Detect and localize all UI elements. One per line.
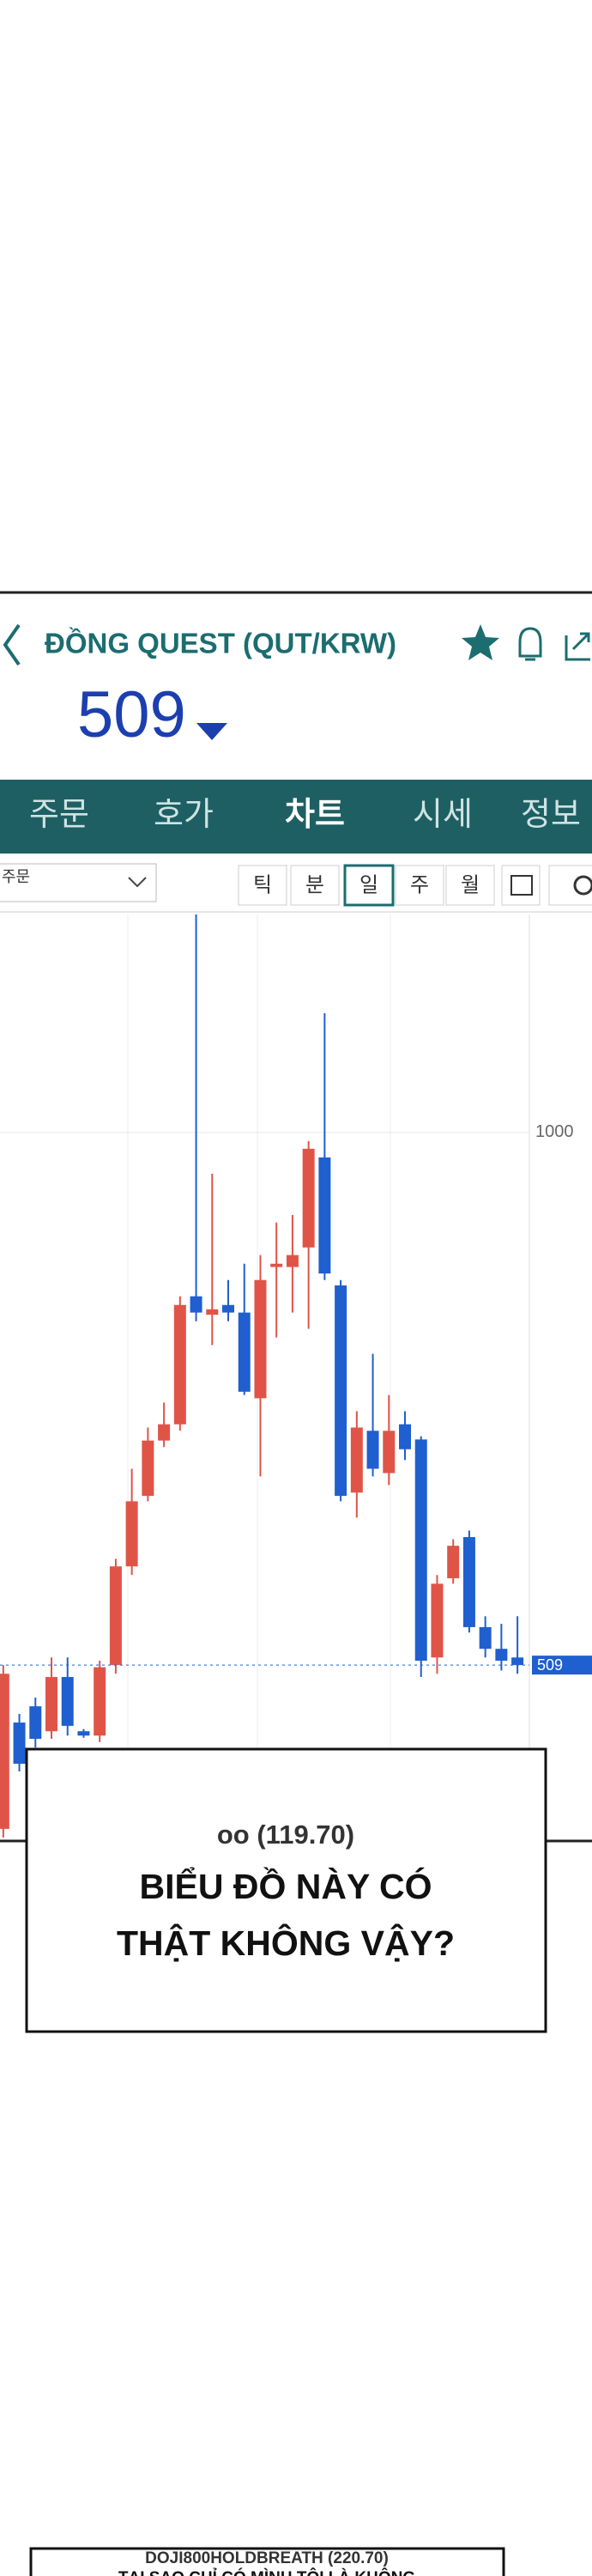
candle-body xyxy=(222,1304,235,1313)
tab-bar xyxy=(0,780,592,854)
period-button[interactable] xyxy=(343,864,395,907)
y-tick-label: 1000 xyxy=(535,1122,574,1141)
dropdown-caret xyxy=(128,877,147,888)
candle-body xyxy=(29,1706,42,1740)
layout-button[interactable] xyxy=(501,865,541,906)
candle-body xyxy=(511,1657,524,1666)
period-button[interactable] xyxy=(238,865,287,906)
comment-line: THẬT KHÔNG VẬY? xyxy=(117,1923,455,1963)
comment-box xyxy=(25,1747,547,2033)
period-label: 월 xyxy=(461,873,480,896)
candle-body xyxy=(479,1626,492,1649)
candle-body xyxy=(109,1566,122,1666)
tab[interactable]: 시세 xyxy=(413,797,473,833)
period-label: 분 xyxy=(305,873,324,896)
tab[interactable]: 차트 xyxy=(285,797,345,833)
candle-body xyxy=(125,1501,138,1567)
period-label: 일 xyxy=(359,873,378,896)
tab[interactable]: 주문 xyxy=(29,797,89,833)
tab[interactable]: 정보 xyxy=(521,797,581,833)
last-price-label: 509 xyxy=(537,1656,563,1674)
comment-box xyxy=(29,2547,505,2576)
candle-body xyxy=(414,1439,427,1662)
title: ĐỒNG QUEST (QUT/KRW) xyxy=(45,628,396,659)
tab[interactable]: 호가 xyxy=(154,797,214,833)
period-label: 주 xyxy=(410,873,429,896)
candle-body xyxy=(366,1431,379,1469)
candle-body xyxy=(13,1722,26,1765)
gear-icon xyxy=(573,875,592,896)
last-price-box xyxy=(532,1656,592,1675)
candle-body xyxy=(462,1537,475,1627)
candle-body xyxy=(495,1649,508,1662)
price-axis xyxy=(529,914,592,1838)
candle-body xyxy=(238,1312,251,1392)
candle-body xyxy=(61,1677,74,1726)
comment-user: oo (119.70) xyxy=(217,1820,354,1850)
candle-body xyxy=(399,1424,412,1449)
candle-body xyxy=(45,1677,58,1732)
candle-body xyxy=(190,1296,202,1313)
candle-body xyxy=(447,1546,460,1579)
candle-body xyxy=(94,1667,106,1736)
comment-line: BIỂU ĐỒ NÀY CÓ xyxy=(140,1866,432,1906)
period-label: 틱 xyxy=(253,873,272,896)
down-arrow xyxy=(196,723,227,740)
candle-body xyxy=(270,1263,283,1267)
candle-body xyxy=(302,1148,315,1248)
candle-body xyxy=(335,1285,347,1497)
bell-icon[interactable] xyxy=(518,627,542,661)
share-icon[interactable] xyxy=(565,632,590,661)
chart: 1000 509 xyxy=(0,914,592,1838)
dropdown[interactable] xyxy=(0,863,157,902)
period-button[interactable] xyxy=(445,865,495,906)
star-icon[interactable] xyxy=(462,624,499,660)
comment-user: DOJI800HOLDBREATH (220.70) xyxy=(145,2549,389,2567)
candle-body xyxy=(0,1674,9,1829)
period-button[interactable] xyxy=(395,865,444,906)
candle-body xyxy=(318,1157,331,1274)
candle-body xyxy=(77,1731,90,1736)
back-icon[interactable] xyxy=(3,623,21,666)
candle-body xyxy=(383,1431,396,1473)
candle-body xyxy=(158,1424,171,1441)
price: 509 xyxy=(77,678,186,751)
square-icon xyxy=(510,875,533,896)
comment-line: TẠI SAO CHỈ CÓ MÌNH TÔI LÀ KHÔNG xyxy=(118,2568,415,2576)
candle-body xyxy=(431,1583,444,1658)
candle-body xyxy=(142,1440,154,1497)
settings-button[interactable] xyxy=(548,865,592,906)
candle-body xyxy=(286,1255,299,1267)
candle-body xyxy=(350,1427,363,1493)
candle-body xyxy=(254,1279,267,1399)
candle-body xyxy=(173,1304,186,1425)
dropdown-label: 주문 xyxy=(2,868,30,885)
period-button[interactable] xyxy=(290,865,340,906)
candle-body xyxy=(206,1309,219,1315)
